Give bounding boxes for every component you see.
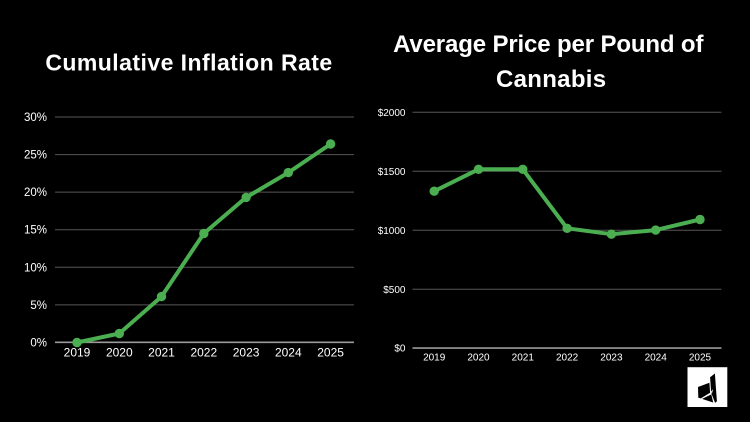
svg-text:2022: 2022: [190, 346, 217, 360]
svg-text:$1000: $1000: [378, 226, 406, 237]
svg-text:20%: 20%: [24, 187, 47, 199]
svg-text:$500: $500: [383, 285, 406, 296]
svg-text:15%: 15%: [24, 225, 47, 237]
svg-text:2022: 2022: [556, 353, 579, 364]
svg-text:$1500: $1500: [378, 167, 406, 178]
svg-text:25%: 25%: [24, 150, 47, 162]
svg-text:$2000: $2000: [378, 108, 406, 119]
svg-text:$0: $0: [394, 344, 406, 355]
svg-text:30%: 30%: [24, 112, 47, 124]
svg-text:2024: 2024: [645, 353, 668, 364]
svg-text:2020: 2020: [106, 346, 133, 360]
svg-text:2023: 2023: [233, 346, 260, 360]
svg-text:0%: 0%: [30, 338, 47, 350]
svg-text:2025: 2025: [317, 346, 344, 360]
svg-text:Average Price per Pound of: Average Price per Pound of: [393, 31, 704, 58]
svg-text:2024: 2024: [275, 346, 302, 360]
svg-text:2025: 2025: [689, 353, 712, 364]
svg-text:2019: 2019: [64, 346, 91, 360]
svg-text:5%: 5%: [30, 300, 47, 312]
svg-text:10%: 10%: [24, 262, 47, 274]
svg-text:2021: 2021: [148, 346, 175, 360]
svg-text:2019: 2019: [423, 353, 446, 364]
svg-text:2020: 2020: [467, 353, 490, 364]
svg-text:Cumulative Inflation Rate: Cumulative Inflation Rate: [45, 49, 332, 75]
svg-text:2021: 2021: [512, 353, 535, 364]
svg-text:Cannabis: Cannabis: [496, 66, 606, 93]
svg-text:2023: 2023: [600, 353, 623, 364]
